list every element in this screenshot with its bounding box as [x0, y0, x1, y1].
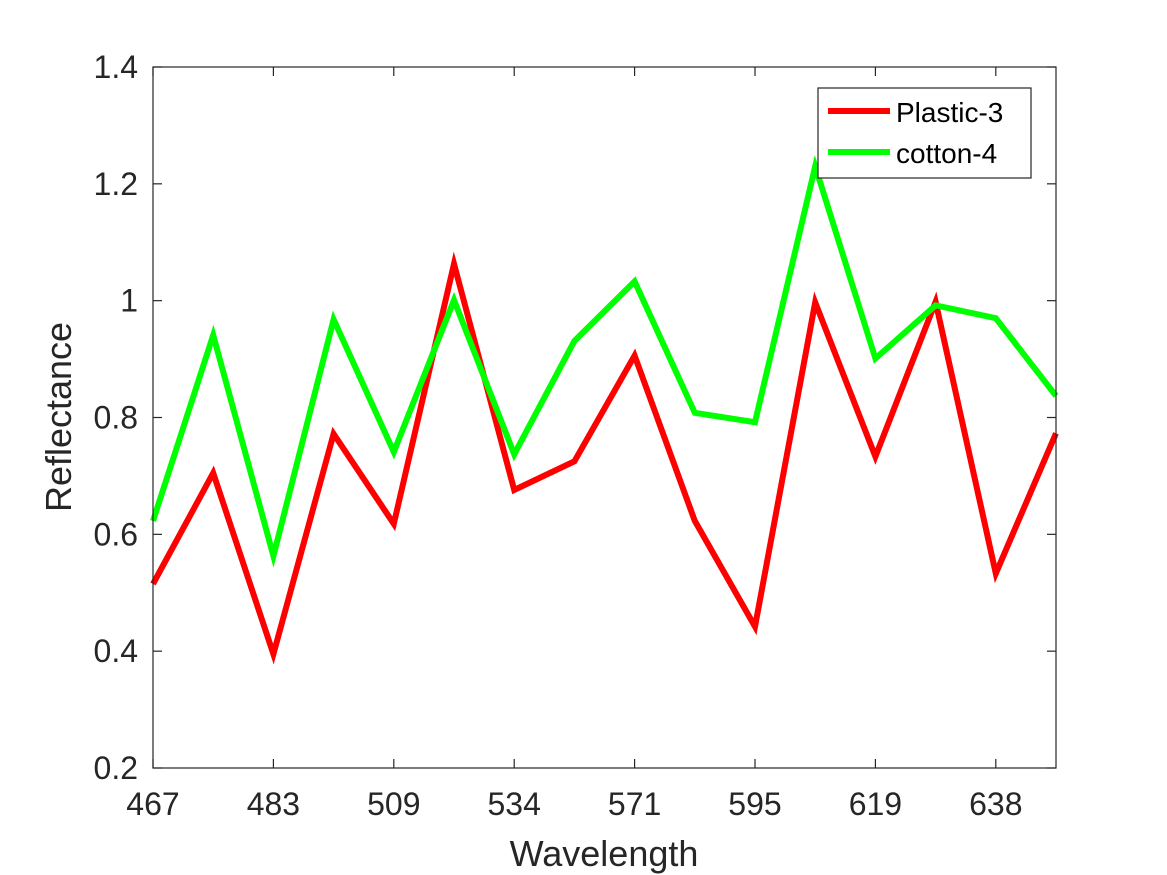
x-axis-title: Wavelength — [510, 833, 699, 874]
y-tick-label: 0.8 — [94, 400, 138, 436]
legend-box — [817, 87, 1032, 179]
y-tick-label: 0.6 — [94, 516, 138, 552]
series-line-plastic-3 — [150, 251, 1059, 665]
x-tick-label: 619 — [849, 786, 902, 822]
y-axis-title: Reflectance — [38, 322, 79, 512]
legend: Plastic-3 cotton-4 — [817, 87, 1032, 179]
x-tick-labels: 467 483 509 534 571 595 619 638 — [126, 786, 1022, 822]
plot-area-frame — [152, 66, 1057, 769]
x-tick-label: 467 — [126, 786, 179, 822]
x-tick-label: 638 — [969, 786, 1022, 822]
x-tick-label: 534 — [488, 786, 541, 822]
y-tick-label: 1.4 — [94, 49, 138, 85]
x-tick-label: 571 — [608, 786, 661, 822]
y-tick-label: 1 — [120, 283, 138, 319]
legend-label-plastic-3: Plastic-3 — [896, 97, 1003, 128]
y-tick-label: 0.4 — [94, 633, 138, 669]
x-tick-label: 509 — [367, 786, 420, 822]
x-tick-label: 483 — [247, 786, 300, 822]
ticks-layer — [152, 66, 1056, 769]
series-lines — [150, 154, 1059, 665]
legend-label-cotton-4: cotton-4 — [896, 138, 997, 169]
y-tick-label: 0.2 — [94, 750, 138, 786]
y-tick-labels: 0.2 0.4 0.6 0.8 1 1.2 1.4 — [94, 49, 138, 786]
y-tick-label: 1.2 — [94, 166, 138, 202]
series-line-cotton-4 — [150, 154, 1059, 568]
x-tick-label: 595 — [728, 786, 781, 822]
plot-area-background — [153, 67, 1056, 768]
